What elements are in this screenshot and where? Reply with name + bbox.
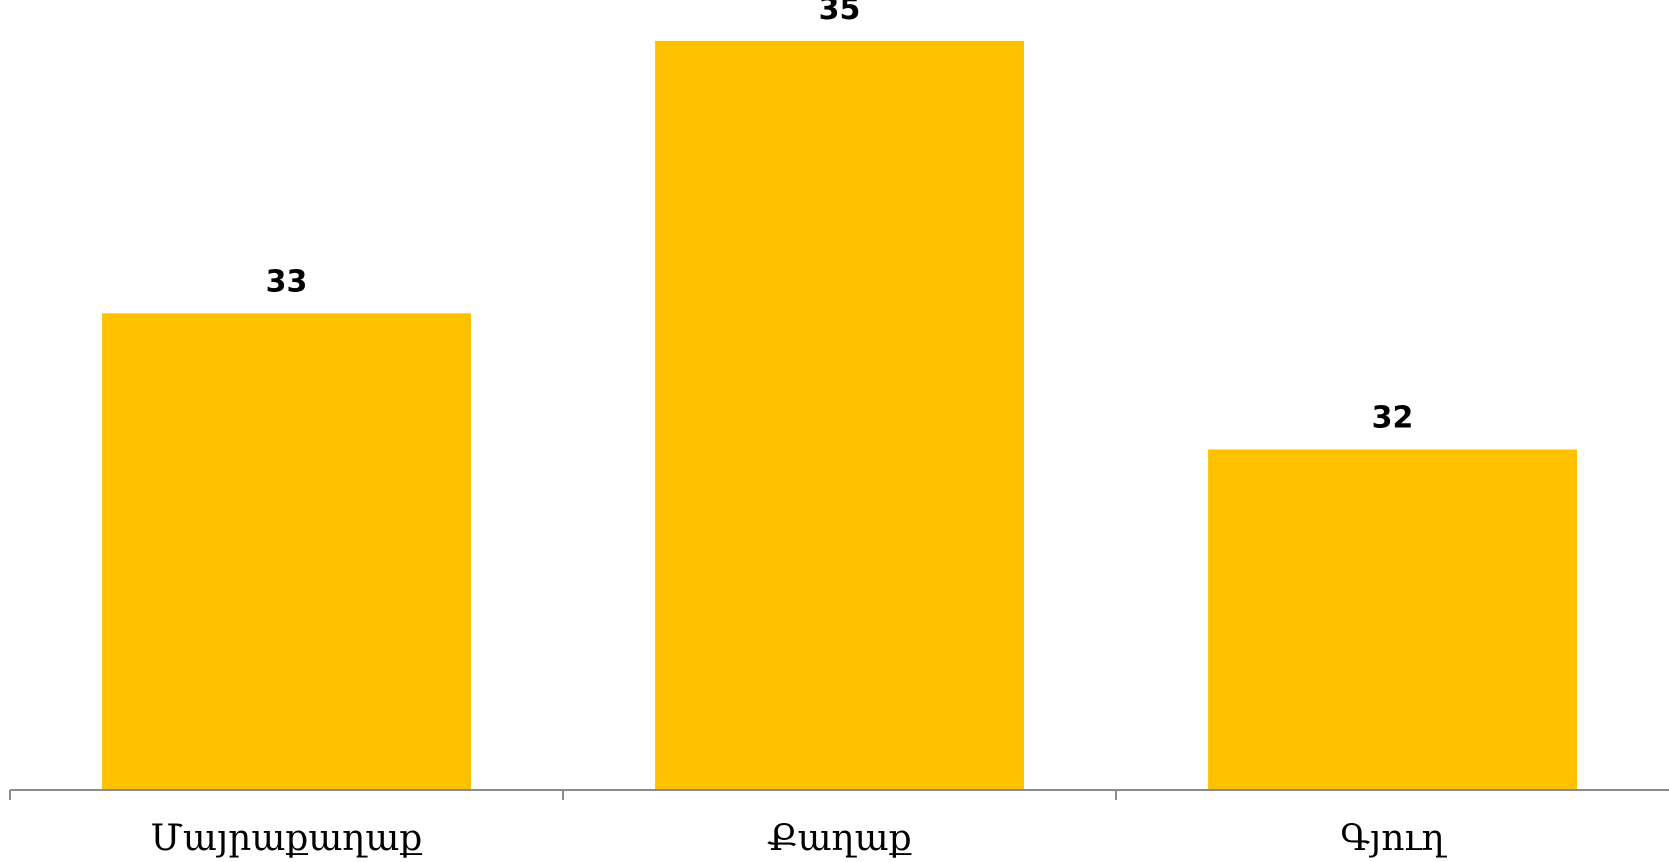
bars-group [102, 40, 1577, 790]
category-label-2: Քաղաք [767, 818, 912, 859]
bar-2 [655, 40, 1024, 790]
category-label-1: Մայրաքաղաք [151, 818, 423, 859]
value-labels-group: 33 35 32 [266, 0, 1414, 436]
category-label-3: Գյուղ [1340, 818, 1448, 859]
bar-3 [1208, 449, 1577, 790]
data-label-2: 35 [819, 0, 861, 27]
data-label-1: 33 [266, 264, 308, 299]
category-labels-group: Մայրաքաղաք Քաղաք Գյուղ [151, 818, 1448, 859]
bar-1 [102, 313, 471, 790]
x-axis-ticks [9, 790, 1117, 800]
data-label-3: 32 [1372, 401, 1414, 436]
